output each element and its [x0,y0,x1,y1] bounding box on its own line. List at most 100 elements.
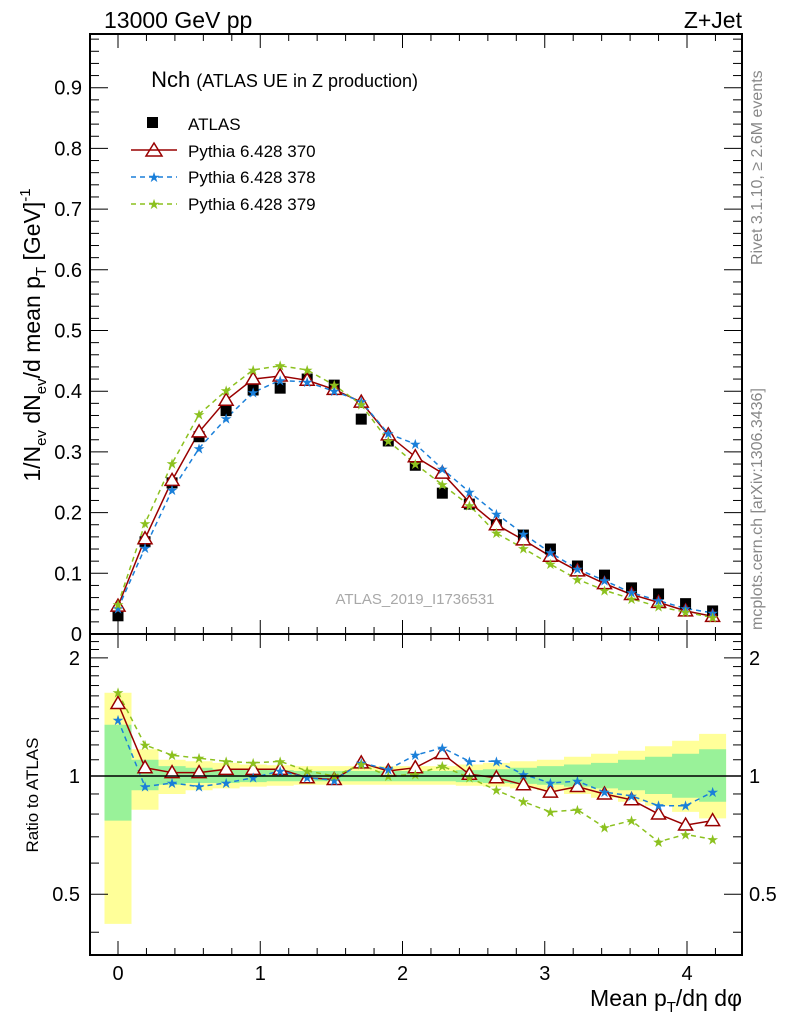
ratio-p379-point: ★ [625,813,638,829]
x-tick-label: 0 [112,963,123,985]
p370-point [271,367,289,382]
p370-point [217,391,235,407]
ratio-p370-point [704,812,721,827]
ratio-p378-point: ★ [355,755,368,771]
p379-point: ★ [382,433,395,449]
ratio-p379-point: ★ [355,756,368,772]
p370-point [190,423,208,438]
ratio-p378-point: ★ [571,773,584,789]
ratio-p378-point: ★ [112,712,125,728]
x-axis-label: Mean pT/dη dφ [590,985,742,1016]
ratio-p378-point: ★ [301,770,314,786]
p378-point: ★ [544,545,557,561]
p378-point: ★ [274,372,287,388]
x-tick-label: 3 [539,963,550,985]
main-y-axis-label: 1/Nev dNev/d mean pT [GeV]-1 [17,188,50,481]
ratio-series-line-1 [117,719,713,807]
p378-point: ★ [139,540,152,556]
p378-point: ★ [679,601,692,617]
p378-point: ★ [193,440,206,456]
legend-p370-label: Pythia 6.428 370 [188,142,316,161]
ratio-p370-point [623,791,640,806]
p378-point: ★ [517,526,530,542]
ratio-p370-point [244,760,262,776]
p379-point: ★ [463,497,476,513]
p378-point: ★ [301,374,314,390]
ratio-p379-point: ★ [301,763,314,779]
p378-point: ★ [463,484,476,500]
atlas-data-point [436,487,448,499]
ratio-p370-point [650,805,667,820]
ratio-y-tick-label: 1 [69,766,80,788]
legend-atlas-label: ATLAS [188,115,241,134]
plot-title-sub: (ATLAS UE in Z production) [196,71,418,91]
p379-point: ★ [598,582,611,598]
p378-point: ★ [355,394,368,410]
ratio-p370-point [542,783,559,798]
ratio-p379-point: ★ [220,753,233,769]
ratio-p379-point: ★ [409,766,422,782]
p378-point: ★ [490,506,503,522]
y-tick-label: 0.7 [54,199,82,221]
ratio-p379-point: ★ [436,758,449,774]
ratio-p379-point: ★ [652,834,665,850]
data-markers: ★ ★ ★ ★ ★ ★ ★ ★ ★ ★ ★ ★ ★ ★ ★ ★ ★ ★ ★ ★ ★ ★ ★ ★ ★ ★ ★ ★ ★ ★ ★ ★ ★ ★ ★ ★ ★ ★ ★ ★… [109,358,721,850]
p379-point: ★ [220,383,233,399]
main-series-line-1 [117,375,713,618]
p379-point: ★ [490,525,503,541]
ratio-p378-point: ★ [247,770,260,786]
p379-point: ★ [571,571,584,587]
ratio-p378-point: ★ [139,779,152,795]
ratio-p379-point: ★ [247,755,260,771]
ratio-p379-point: ★ [679,826,692,842]
ratio-y-axis-label: Ratio to ATLAS [23,738,42,853]
ratio-p370-point [596,785,613,800]
atlas-data-point [112,610,124,622]
ratio-p370-point [217,760,235,776]
p378-point: ★ [571,561,584,577]
p379-point: ★ [625,591,638,607]
p370-point [379,426,397,441]
x-tick-label: 1 [255,963,266,985]
ratio-y-tick-label: 2 [69,648,80,670]
p379-point: ★ [544,556,557,572]
ratio-p379-point: ★ [139,737,152,753]
ratio-p378-point: ★ [517,766,530,782]
legend: ATLAS Pythia 6.428 370 ★ Pythia 6.428 37… [131,115,316,214]
legend-p370-marker [144,141,164,157]
ratio-p379-point: ★ [517,794,530,810]
p370-point [623,586,640,601]
ratio-p378-point: ★ [706,784,719,800]
p379-point: ★ [652,599,665,615]
p378-point: ★ [166,482,179,498]
atlas-data-point [220,405,232,417]
p378-point: ★ [409,436,422,452]
tick-labels: 0 1 2 3 4 0 0.1 0.2 0.3 0.4 0.5 0.6 0.7 0.8 0.9 0.5 0.5 1… [52,78,777,985]
p378-point: ★ [706,605,719,621]
ratio-p379-point: ★ [166,747,179,763]
p370-point [109,597,127,612]
p370-point [677,602,694,617]
plot-title: Nch (ATLAS UE in Z production) [151,67,418,92]
atlas-data-point [274,382,286,394]
ratio-p379-point: ★ [490,782,503,798]
p370-point [515,531,532,546]
y-tick-label: 0.9 [54,78,82,100]
atlas-data-point [382,435,394,447]
ratio-p379-point: ★ [571,802,584,818]
p378-point: ★ [625,585,638,601]
ratio-p370-point [163,764,181,779]
ratio-p379-point: ★ [706,831,719,847]
p370-point [461,493,478,509]
y-tick-label: 0.1 [54,563,82,585]
ratio-p379-point: ★ [544,804,557,820]
p370-point [325,380,343,396]
ratio-p378-point: ★ [490,753,503,769]
rivet-version-label: Rivet 3.1.10, ≥ 2.6M events [749,70,766,265]
p370-point [298,371,316,387]
p370-point [244,370,262,385]
ratio-p378-point: ★ [598,784,611,800]
ratio-p378-point: ★ [220,775,233,791]
ratio-y-tick-label: 0.5 [52,884,80,906]
p370-point [488,516,505,531]
